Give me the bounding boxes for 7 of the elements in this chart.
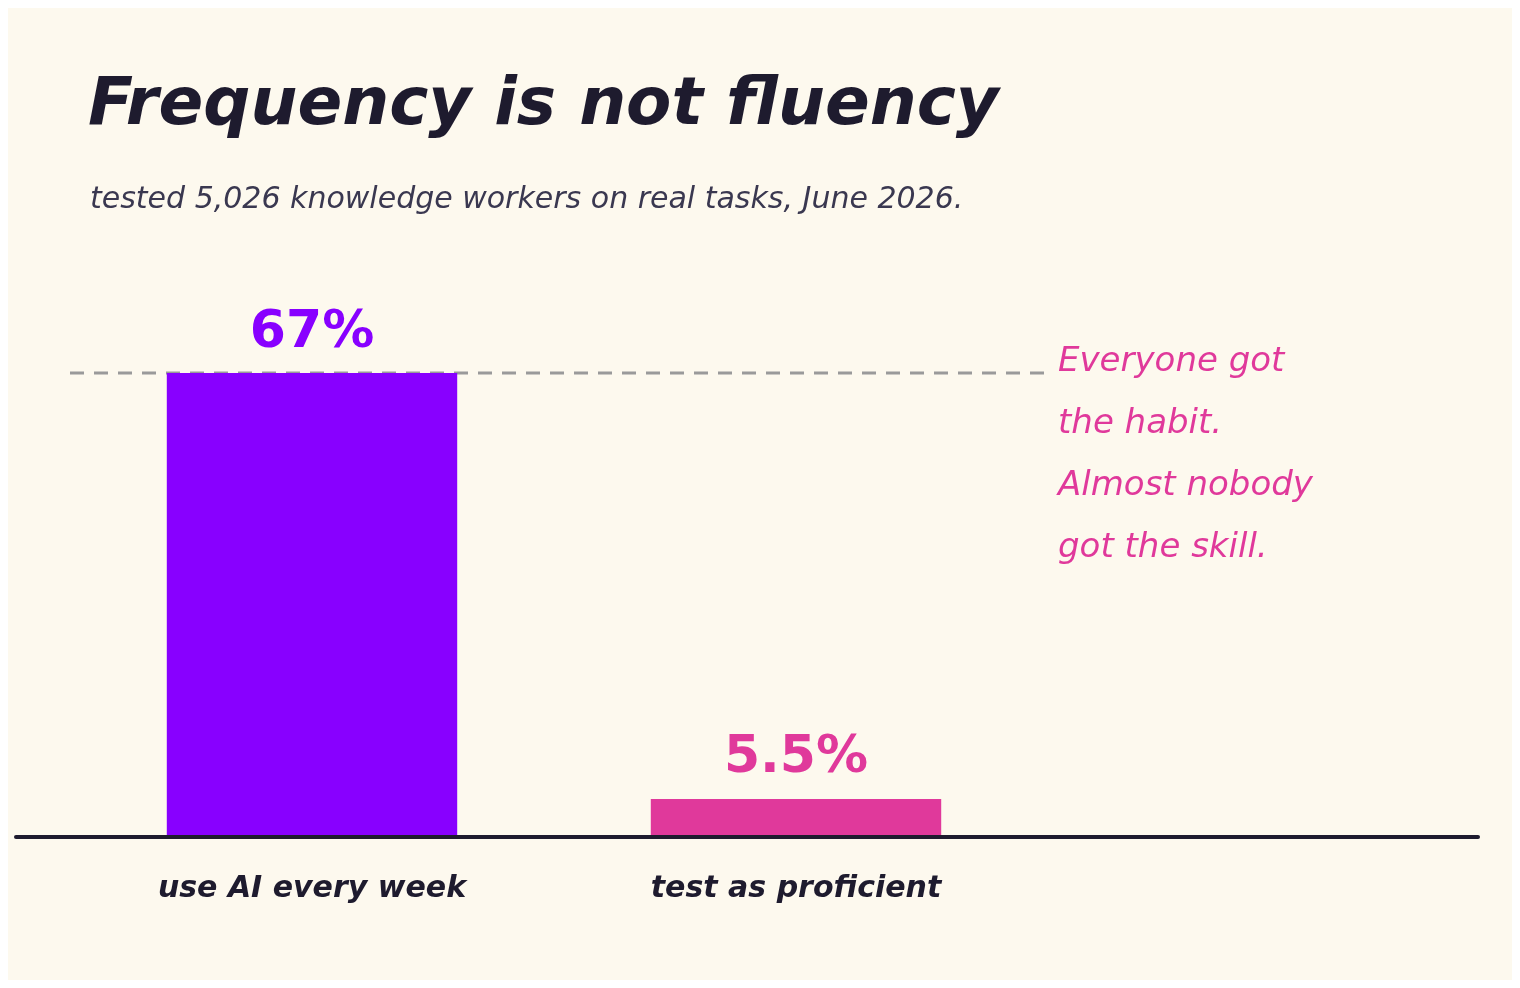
data-label: 67%: [249, 298, 375, 359]
chart-subtitle: tested 5,026 knowledge workers on real tasks, June 2026.: [90, 180, 964, 215]
x-tick-label: test as proficient: [650, 868, 943, 904]
data-label: 5.5%: [723, 724, 869, 785]
x-tick-label: use AI every week: [157, 868, 469, 904]
chart-title: Frequency is not fluency: [88, 63, 999, 140]
text: Everyone got the habit. Almost nobody got the skill.: [1056, 338, 1314, 565]
